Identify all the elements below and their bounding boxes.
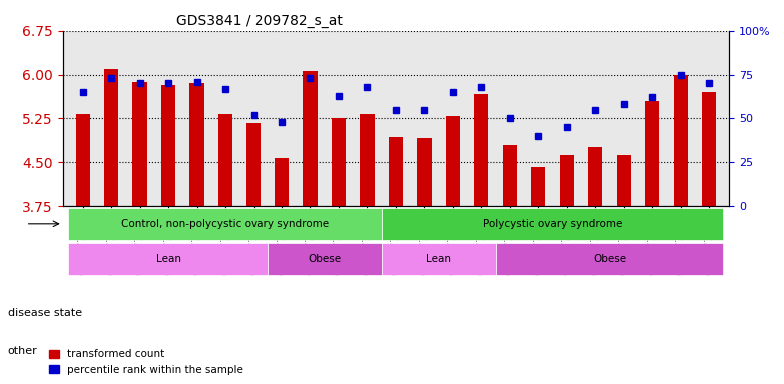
Bar [417, 138, 431, 206]
FancyBboxPatch shape [68, 208, 382, 240]
Bar [75, 114, 90, 206]
FancyBboxPatch shape [382, 243, 495, 275]
FancyBboxPatch shape [68, 243, 268, 275]
Bar [673, 75, 688, 206]
Bar [275, 158, 289, 206]
FancyBboxPatch shape [495, 243, 724, 275]
Bar [389, 137, 403, 206]
Text: other: other [8, 346, 38, 356]
Bar [560, 155, 574, 206]
Bar [645, 101, 659, 206]
Bar [190, 83, 204, 206]
Bar [532, 167, 546, 206]
Text: Lean: Lean [155, 254, 180, 264]
Text: Obese: Obese [308, 254, 341, 264]
Bar [588, 147, 602, 206]
Bar [503, 145, 517, 206]
Bar [474, 94, 488, 206]
Legend: transformed count, percentile rank within the sample: transformed count, percentile rank withi… [45, 345, 248, 379]
Text: Obese: Obese [593, 254, 626, 264]
Bar [332, 119, 346, 206]
Text: Polycystic ovary syndrome: Polycystic ovary syndrome [483, 219, 622, 229]
Bar [218, 114, 232, 206]
Text: Lean: Lean [426, 254, 451, 264]
Bar [161, 85, 175, 206]
Text: Control, non-polycystic ovary syndrome: Control, non-polycystic ovary syndrome [121, 219, 329, 229]
Bar [702, 92, 717, 206]
Bar [104, 69, 118, 206]
Bar [361, 114, 375, 206]
Bar [246, 123, 260, 206]
Bar [132, 82, 147, 206]
Bar [446, 116, 460, 206]
Bar [303, 71, 318, 206]
FancyBboxPatch shape [382, 208, 724, 240]
Bar [617, 155, 631, 206]
Text: disease state: disease state [8, 308, 82, 318]
FancyBboxPatch shape [268, 243, 382, 275]
Text: GDS3841 / 209782_s_at: GDS3841 / 209782_s_at [176, 14, 343, 28]
